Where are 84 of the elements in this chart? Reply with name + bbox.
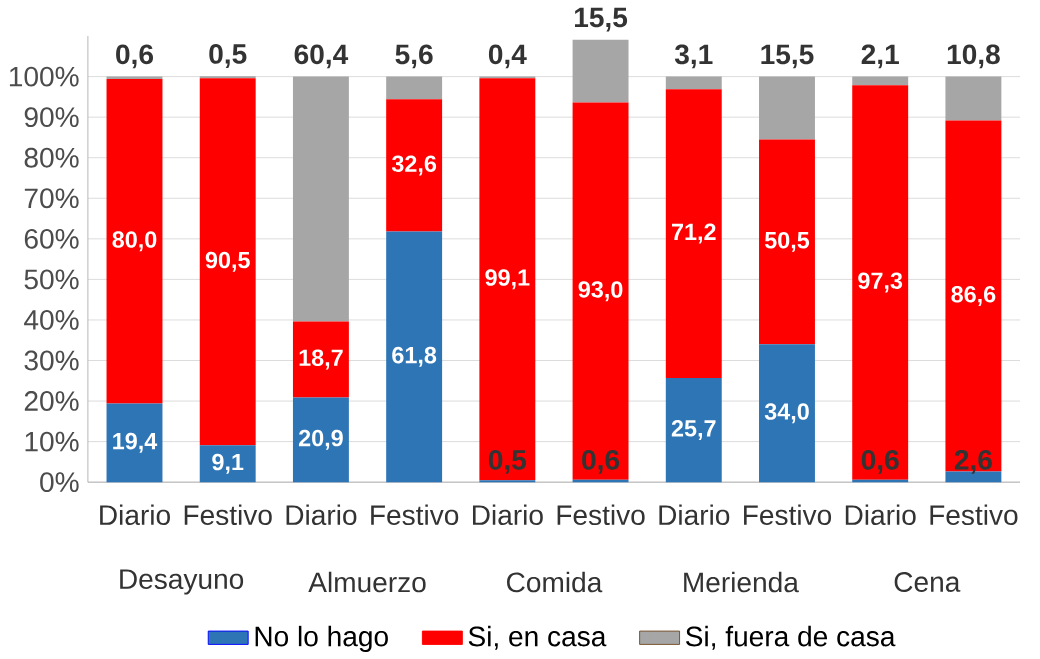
bar (665, 377, 722, 483)
data-label: 0,6 (582, 449, 620, 474)
bar (292, 397, 349, 483)
bar (386, 76, 443, 100)
data-label: 60,4 (294, 44, 349, 69)
x-tick-label: Diario (472, 504, 543, 526)
bar (386, 99, 443, 232)
y-tick-label: 0% (40, 472, 79, 493)
data-label: 2,6 (954, 449, 992, 474)
data-label: 20,9 (298, 429, 343, 450)
bar (945, 120, 1002, 472)
bar (106, 403, 163, 483)
bar (386, 231, 443, 483)
x-tick-label: Diario (100, 504, 170, 526)
data-label: 97,3 (858, 272, 903, 293)
legend-label: Si, en casa (468, 625, 607, 650)
data-label: 90,5 (205, 251, 250, 272)
x-tick-label: Festivo (930, 504, 1018, 526)
y-tick-label: 10% (25, 431, 79, 452)
data-label: 86,6 (951, 286, 996, 306)
bar (759, 344, 815, 483)
data-label: 93,0 (578, 281, 623, 302)
data-label: 0,6 (116, 44, 154, 69)
bar (479, 480, 536, 483)
x-tick-label: Diario (286, 504, 357, 526)
bar (292, 321, 349, 398)
data-label: 18,7 (299, 349, 343, 370)
data-label: 19,4 (113, 432, 158, 453)
bar (759, 139, 815, 345)
data-label: 0,5 (488, 449, 527, 474)
data-label: 9,1 (212, 453, 244, 474)
data-label: 34,0 (764, 403, 809, 424)
bar (479, 78, 536, 481)
data-label: 0,5 (209, 43, 247, 68)
bar (199, 76, 256, 79)
bar (292, 76, 349, 322)
y-tick-label: 60% (24, 228, 79, 249)
y-tick-label: 20% (24, 391, 79, 411)
x-tick-label: Festivo (557, 504, 645, 526)
bar (199, 78, 256, 446)
legend-label: Si, fuera de casa (686, 625, 896, 650)
data-label: 0,6 (861, 449, 899, 474)
bar (665, 89, 722, 378)
bar (665, 76, 722, 90)
bar (759, 76, 815, 140)
bar (572, 102, 629, 480)
bar (852, 85, 909, 480)
bar (199, 445, 256, 483)
data-label: 71,2 (671, 223, 716, 244)
bar (852, 76, 909, 86)
data-label: 61,8 (392, 346, 437, 367)
text: Merienda (684, 571, 799, 593)
text: Desayuno (120, 569, 244, 595)
data-label: 32,6 (391, 155, 437, 176)
bar (572, 39, 629, 103)
text: Comida (507, 571, 603, 593)
data-label: 3,1 (674, 44, 713, 69)
y-tick-label: 90% (24, 107, 79, 128)
data-label: 10,8 (947, 44, 1000, 69)
x-tick-label: Diario (659, 504, 730, 526)
legend-label: No lo hago (255, 625, 388, 652)
bar (945, 76, 1002, 121)
data-label: 5,6 (395, 44, 433, 69)
y-tick-label: 30% (24, 350, 79, 371)
x-tick-label: Festivo (184, 504, 272, 526)
data-label: 80,0 (112, 231, 157, 252)
data-label: 15,5 (575, 7, 628, 32)
text: Cena (894, 572, 961, 592)
data-label: 0,4 (488, 44, 527, 69)
data-label: 50,5 (764, 231, 810, 252)
y-tick-label: 50% (24, 269, 79, 290)
y-tick-label: 70% (24, 188, 79, 209)
x-tick-label: Festivo (744, 504, 832, 526)
x-tick-label: Festivo (371, 504, 459, 526)
x-tick-label: Diario (845, 504, 916, 526)
y-tick-label: 40% (24, 309, 79, 330)
data-label: 15,5 (761, 44, 814, 69)
y-tick-label: 80% (24, 147, 79, 168)
text: Almuerzo (308, 571, 426, 593)
data-label: 25,7 (671, 420, 716, 441)
data-label: 99,1 (485, 269, 530, 290)
data-label: 2,1 (861, 44, 899, 69)
bar (106, 79, 163, 404)
y-tick-label: 100% (9, 66, 79, 87)
